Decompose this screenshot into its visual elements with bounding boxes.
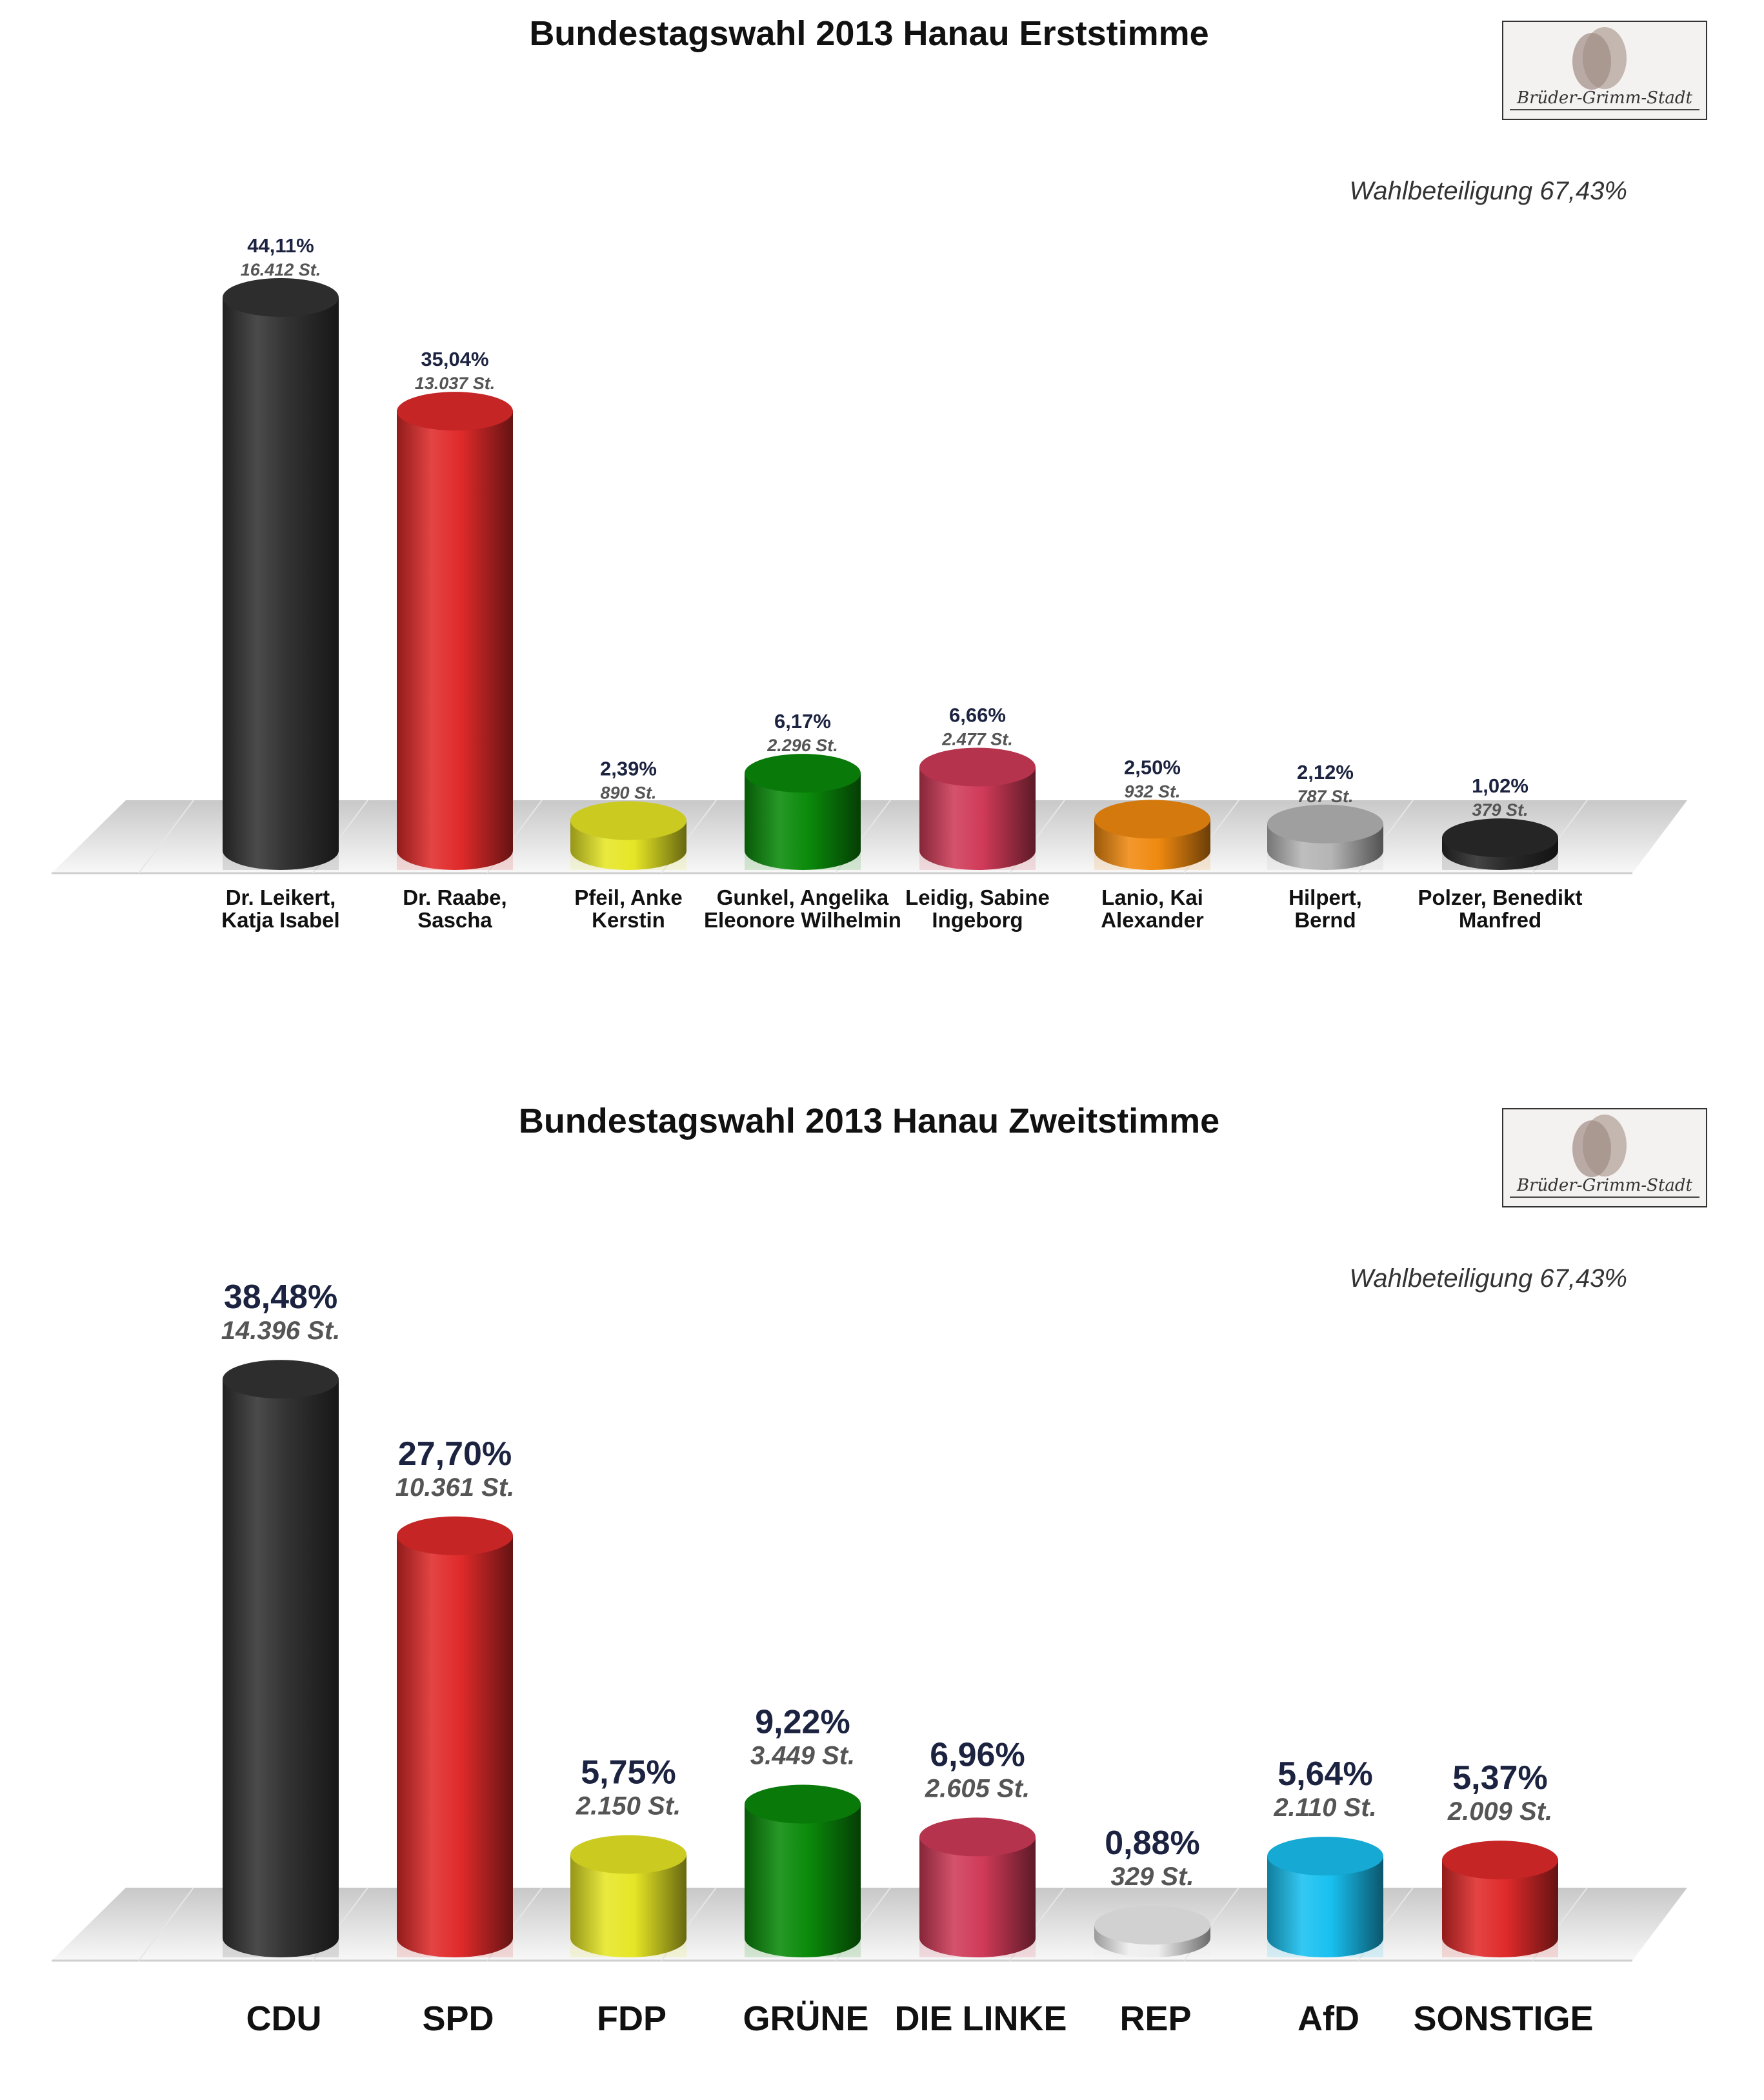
bar-body <box>223 1379 339 1938</box>
chart-title: Bundestagswahl 2013 Hanau Zweitstimme <box>519 1102 1219 1140</box>
bar-4: 6,17% 2.296 St. Gunkel, Angelika Eleonore W… <box>704 710 901 932</box>
bar-3: 2,39% 890 St. Pfeil, Anke Kerstin <box>570 758 687 932</box>
votes-label: 787 St. <box>1297 787 1353 806</box>
votes-label: 2.110 St. <box>1273 1793 1376 1822</box>
percent-label: 5,64% <box>1278 1755 1372 1793</box>
percent-label: 6,17% <box>774 710 831 732</box>
percent-label: 2,50% <box>1124 756 1181 778</box>
percent-label: 5,75% <box>581 1754 676 1792</box>
category-label: Lanio, Kai Alexander <box>1101 885 1204 932</box>
votes-label: 379 St. <box>1472 800 1528 820</box>
category-label: SPD <box>422 1999 494 2038</box>
turnout-label: Wahlbeteiligung 67,43% <box>1349 1264 1627 1293</box>
category-label: CDU <box>246 1999 322 2038</box>
category-label: SONSTIGE <box>1413 1999 1593 2038</box>
percent-label: 1,02% <box>1472 774 1528 797</box>
bar-top <box>1094 800 1210 839</box>
bar-top <box>1267 1837 1383 1876</box>
votes-label: 10.361 St. <box>396 1473 515 1502</box>
bar-top <box>745 1784 861 1824</box>
hanau-logo: Brüder-Grimm-Stadt <box>1502 1108 1707 1207</box>
bar-top <box>223 278 339 317</box>
bar-2: 27,70%10.361 St. SPD <box>396 1435 515 2038</box>
bar-body <box>397 411 513 851</box>
bar-7: 2,12% 787 St. Hilpert, Bernd <box>1267 761 1383 932</box>
hanau-logo: Brüder-Grimm-Stadt <box>1502 21 1707 120</box>
bar-6: 2,50% 932 St. Lanio, Kai Alexander <box>1094 756 1210 932</box>
bar-3: 5,75%2.150 St. FDP <box>570 1754 687 2038</box>
votes-label: 14.396 St. <box>221 1317 341 1345</box>
bar-top <box>745 754 861 793</box>
bar-4: 9,22%3.449 St. GRÜNE <box>743 1704 868 2038</box>
bar-8: 1,02% 379 St. Polzer, Benedikt Manfred <box>1418 774 1583 932</box>
bar-top <box>919 747 1036 787</box>
bar-8: 5,37%2.009 St. SONSTIGE <box>1413 1759 1593 2038</box>
category-label: DIE LINKE <box>894 1999 1067 2038</box>
percent-label: 6,96% <box>930 1736 1025 1773</box>
category-label: GRÜNE <box>743 1999 868 2038</box>
chart-1: Bundestagswahl 2013 Hanau Erststimme Brüd… <box>52 14 1707 932</box>
svg-text:Brüder-Grimm-Stadt: Brüder-Grimm-Stadt <box>1516 88 1693 108</box>
category-label: Pfeil, Anke Kerstin <box>574 885 683 932</box>
bar-2: 35,04% 13.037 St. Dr. Raabe, Sascha <box>397 348 513 932</box>
category-label: FDP <box>597 1999 667 2038</box>
percent-label: 44,11% <box>247 234 314 257</box>
bar-top <box>919 1817 1036 1857</box>
bar-top <box>1094 1906 1210 1945</box>
category-label: Dr. Raabe, Sascha <box>403 885 506 932</box>
bar-1: 38,48%14.396 St. CDU <box>221 1278 341 2038</box>
chart-2: Bundestagswahl 2013 Hanau Zweitstimme Brü… <box>52 1102 1707 2038</box>
bar-top <box>570 801 687 840</box>
votes-label: 932 St. <box>1124 782 1180 801</box>
percent-label: 2,12% <box>1297 761 1354 783</box>
category-label: Dr. Leikert, Katja Isabel <box>221 885 339 932</box>
percent-label: 35,04% <box>421 348 488 370</box>
category-label: AfD <box>1298 1999 1359 2038</box>
bar-6: 0,88%329 St. REP <box>1094 1824 1210 2038</box>
category-label: Gunkel, Angelika Eleonore Wilhelmin <box>704 885 901 932</box>
votes-label: 13.037 St. <box>415 374 496 393</box>
votes-label: 16.412 St. <box>241 260 321 279</box>
bar-top <box>1442 818 1558 858</box>
category-label: Leidig, Sabine Ingeborg <box>905 885 1050 932</box>
bar-body <box>223 297 339 851</box>
bar-top <box>1267 804 1383 843</box>
bar-1: 44,11% 16.412 St. Dr. Leikert, Katja Isabel <box>221 234 339 932</box>
votes-label: 2.009 St. <box>1447 1797 1552 1826</box>
bar-top <box>223 1360 339 1399</box>
percent-label: 9,22% <box>755 1704 850 1741</box>
votes-label: 2.296 St. <box>767 736 838 755</box>
percent-label: 27,70% <box>398 1435 512 1473</box>
category-label: Polzer, Benedikt Manfred <box>1418 885 1583 932</box>
bar-5: 6,96%2.605 St. DIE LINKE <box>894 1736 1067 2038</box>
turnout-label: Wahlbeteiligung 67,43% <box>1349 177 1627 205</box>
votes-label: 890 St. <box>600 783 656 803</box>
bar-top <box>1442 1841 1558 1880</box>
percent-label: 0,88% <box>1105 1824 1199 1862</box>
bar-5: 6,66% 2.477 St. Leidig, Sabine Ingeborg <box>905 704 1050 932</box>
bar-top <box>570 1835 687 1874</box>
percent-label: 38,48% <box>224 1278 337 1316</box>
percent-label: 6,66% <box>949 704 1006 727</box>
chart-title: Bundestagswahl 2013 Hanau Erststimme <box>529 14 1208 53</box>
svg-text:Brüder-Grimm-Stadt: Brüder-Grimm-Stadt <box>1516 1176 1693 1195</box>
category-label: REP <box>1119 1999 1191 2038</box>
percent-label: 2,39% <box>600 758 657 780</box>
votes-label: 2.605 St. <box>925 1774 1030 1802</box>
votes-label: 329 St. <box>1111 1863 1194 1891</box>
percent-label: 5,37% <box>1452 1759 1547 1797</box>
bar-top <box>397 392 513 431</box>
bar-7: 5,64%2.110 St. AfD <box>1267 1755 1383 2038</box>
votes-label: 2.150 St. <box>576 1792 681 1821</box>
category-label: Hilpert, Bernd <box>1288 885 1362 932</box>
bar-body <box>397 1535 513 1938</box>
bar-body <box>745 1804 861 1938</box>
bar-top <box>397 1516 513 1555</box>
votes-label: 2.477 St. <box>941 730 1013 749</box>
votes-label: 3.449 St. <box>750 1742 855 1770</box>
